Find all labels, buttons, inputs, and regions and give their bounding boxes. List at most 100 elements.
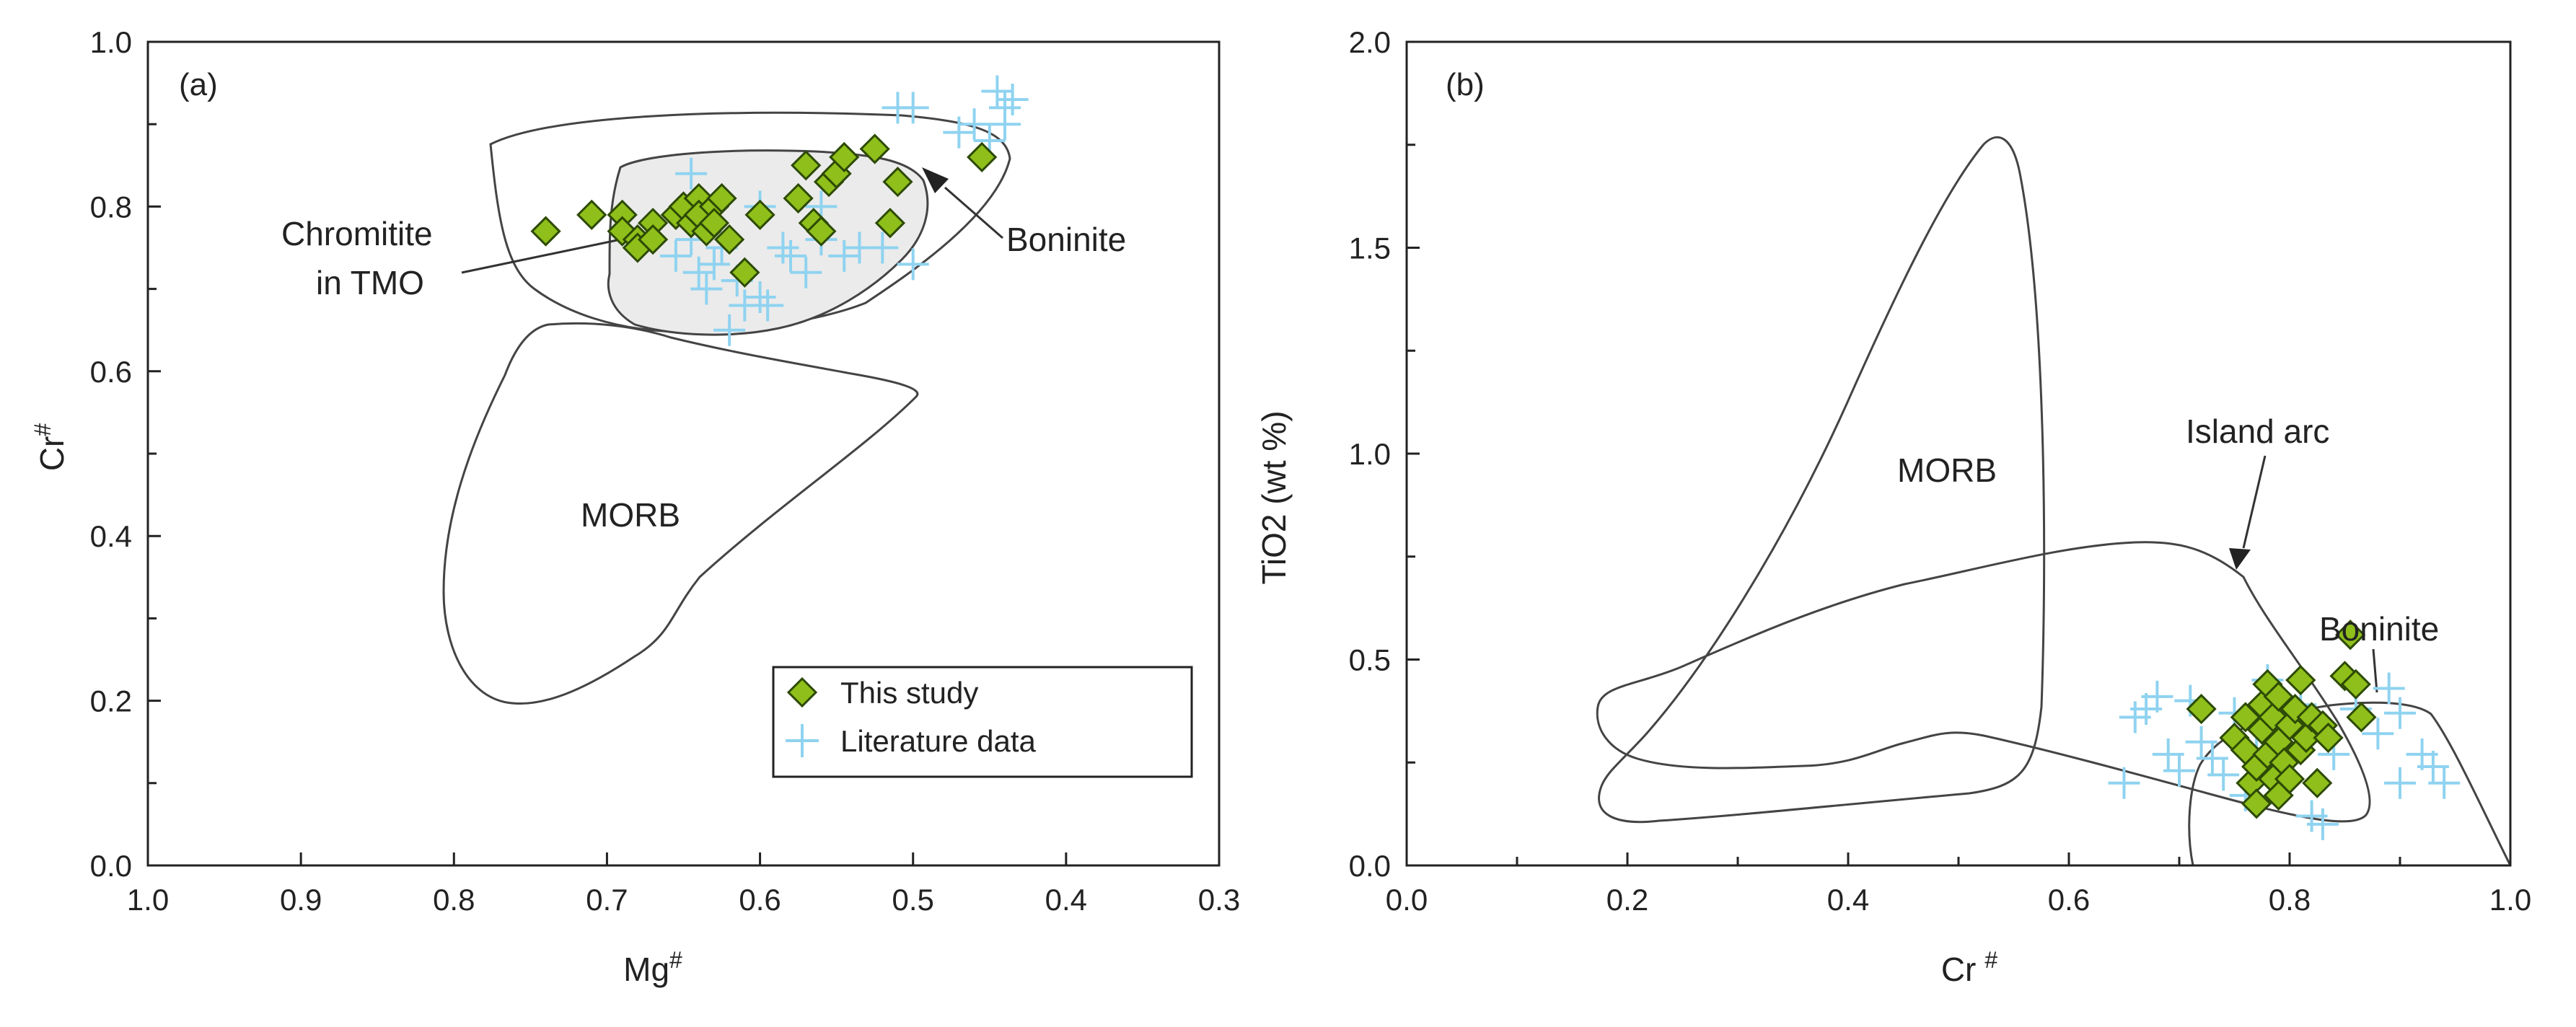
points-b (2108, 620, 2461, 840)
a-this-study-point (806, 216, 837, 247)
leader-boninite-b (2372, 648, 2378, 693)
b-x-tick-label: 0.0 (1386, 883, 1428, 917)
b-this-study-point (2346, 702, 2377, 733)
b-literature-point (2417, 750, 2449, 783)
panel-label-a: (a) (179, 67, 218, 102)
chromitite-tmo-field (489, 111, 1011, 333)
a-this-study-point (859, 133, 890, 164)
a-literature-point (989, 108, 1021, 141)
field-label-boninite-b: Boninite (2319, 610, 2439, 648)
a-literature-point (996, 83, 1029, 115)
a-x-tick-label: 0.5 (892, 883, 934, 917)
a-y-tick-label: 0.2 (90, 684, 132, 718)
b-y-tick-label: 1.5 (1349, 232, 1391, 265)
b-literature-point (2306, 808, 2339, 840)
a-x-tick-label: 0.3 (1198, 883, 1240, 917)
b-x-tick-label: 0.8 (2269, 883, 2311, 917)
b-y-tick-label: 0.0 (1349, 849, 1391, 883)
a-literature-point (866, 232, 899, 264)
b-literature-point (2108, 767, 2140, 799)
legend-label-literature: Literature data (840, 724, 1036, 758)
a-x-tick-label: 0.9 (280, 883, 322, 917)
a-y-tick-label: 0.6 (90, 355, 132, 389)
b-literature-point (2207, 759, 2240, 791)
a-this-study-point (530, 216, 561, 247)
a-this-study-point (698, 208, 730, 239)
panel-label-b: (b) (1446, 67, 1485, 102)
legend: This study Literature data (772, 666, 1193, 778)
a-literature-point (752, 289, 784, 322)
b-literature-point (2362, 718, 2394, 750)
a-x-tick-label: 0.8 (433, 883, 475, 917)
b-literature-point (2373, 672, 2405, 705)
b-this-study-point (2186, 693, 2217, 725)
a-x-tick-label: 1.0 (127, 883, 169, 917)
a-literature-point (775, 239, 806, 272)
panel-a: 1.0 0.9 0.8 0.7 0.6 0.5 0.4 0.3 0.0 0.2 0.4 0.6 0.8 1… (30, 25, 1240, 988)
arrowhead-island-arc (2229, 548, 2251, 570)
points-a (530, 75, 1029, 346)
field-label-in-tmo: in TMO (316, 264, 424, 301)
b-this-study-point (2274, 763, 2305, 795)
b-this-study-point (2241, 788, 2272, 819)
a-literature-point (897, 92, 929, 124)
fields-b (1596, 136, 2512, 866)
leader-boninite-a (944, 186, 1003, 239)
a-this-study-point (714, 224, 745, 255)
b-this-study-point (2313, 722, 2344, 754)
leader-chromitite (461, 237, 628, 274)
a-literature-point (659, 239, 692, 272)
legend-marker-literature (786, 724, 819, 757)
a-literature-point (897, 248, 929, 281)
legend-box (772, 666, 1193, 778)
b-y-tick-label: 1.0 (1349, 437, 1391, 471)
field-label-boninite-a: Boninite (1006, 221, 1126, 258)
y-axis-label-b: TiO2 (wt %) (1255, 410, 1293, 584)
a-literature-point (690, 273, 723, 305)
a-this-study-point (874, 208, 906, 239)
a-this-study-point (729, 257, 760, 288)
b-literature-point (2196, 742, 2228, 775)
b-literature-point (2163, 754, 2195, 787)
ticks-b: 0.0 0.2 0.4 0.6 0.8 1.0 0.0 0.5 1.0 1.5 2.0 (1349, 25, 2532, 917)
b-literature-point (2152, 738, 2184, 770)
b-this-study-point (2335, 620, 2366, 651)
a-this-study-point (706, 182, 737, 214)
a-this-study-point (882, 167, 913, 198)
a-this-study-point (576, 199, 607, 230)
x-axis-label-b: Cr # (1941, 947, 1998, 988)
x-axis-label-a: Mg# (623, 947, 682, 988)
b-y-tick-label: 0.5 (1349, 643, 1391, 677)
a-literature-point (713, 314, 746, 346)
b-x-tick-label: 1.0 (2489, 883, 2531, 917)
b-x-tick-label: 0.6 (2048, 883, 2090, 917)
b-literature-point (2141, 680, 2173, 713)
panel-b: 0.0 0.2 0.4 0.6 0.8 1.0 0.0 0.5 1.0 1.5 2.0 (b) MO… (1255, 25, 2531, 988)
b-y-tick-label: 2.0 (1349, 25, 1391, 59)
a-this-study-point (791, 150, 822, 181)
arrowhead-boninite-a (922, 167, 949, 193)
a-this-study-point (967, 141, 998, 173)
b-literature-point (2384, 697, 2416, 729)
a-x-tick-label: 0.7 (586, 883, 628, 917)
a-this-study-point (783, 182, 814, 214)
field-label-chromitite: Chromitite (281, 215, 433, 252)
a-literature-point (767, 232, 799, 264)
a-y-tick-label: 1.0 (90, 25, 132, 59)
legend-label-this-study: This study (840, 676, 978, 710)
a-literature-point (943, 116, 975, 149)
a-this-study-point (744, 199, 775, 230)
b-x-tick-label: 0.2 (1606, 883, 1648, 917)
a-literature-point (682, 256, 715, 288)
a-x-tick-label: 0.6 (739, 883, 781, 917)
a-literature-point (698, 248, 730, 281)
a-literature-point (790, 256, 822, 288)
ticks-a: 1.0 0.9 0.8 0.7 0.6 0.5 0.4 0.3 0.0 0.2 0.4 0.6 0.8 1… (90, 25, 1241, 917)
legend-marker-this-study (786, 676, 818, 708)
a-y-tick-label: 0.0 (90, 849, 132, 883)
boninite-field-b (2188, 701, 2512, 866)
x-axis-label-b-sup: # (1984, 947, 1997, 973)
a-y-tick-label: 0.8 (90, 190, 132, 224)
leader-island-arc (2242, 455, 2267, 549)
field-label-island-arc: Island arc (2186, 413, 2329, 450)
